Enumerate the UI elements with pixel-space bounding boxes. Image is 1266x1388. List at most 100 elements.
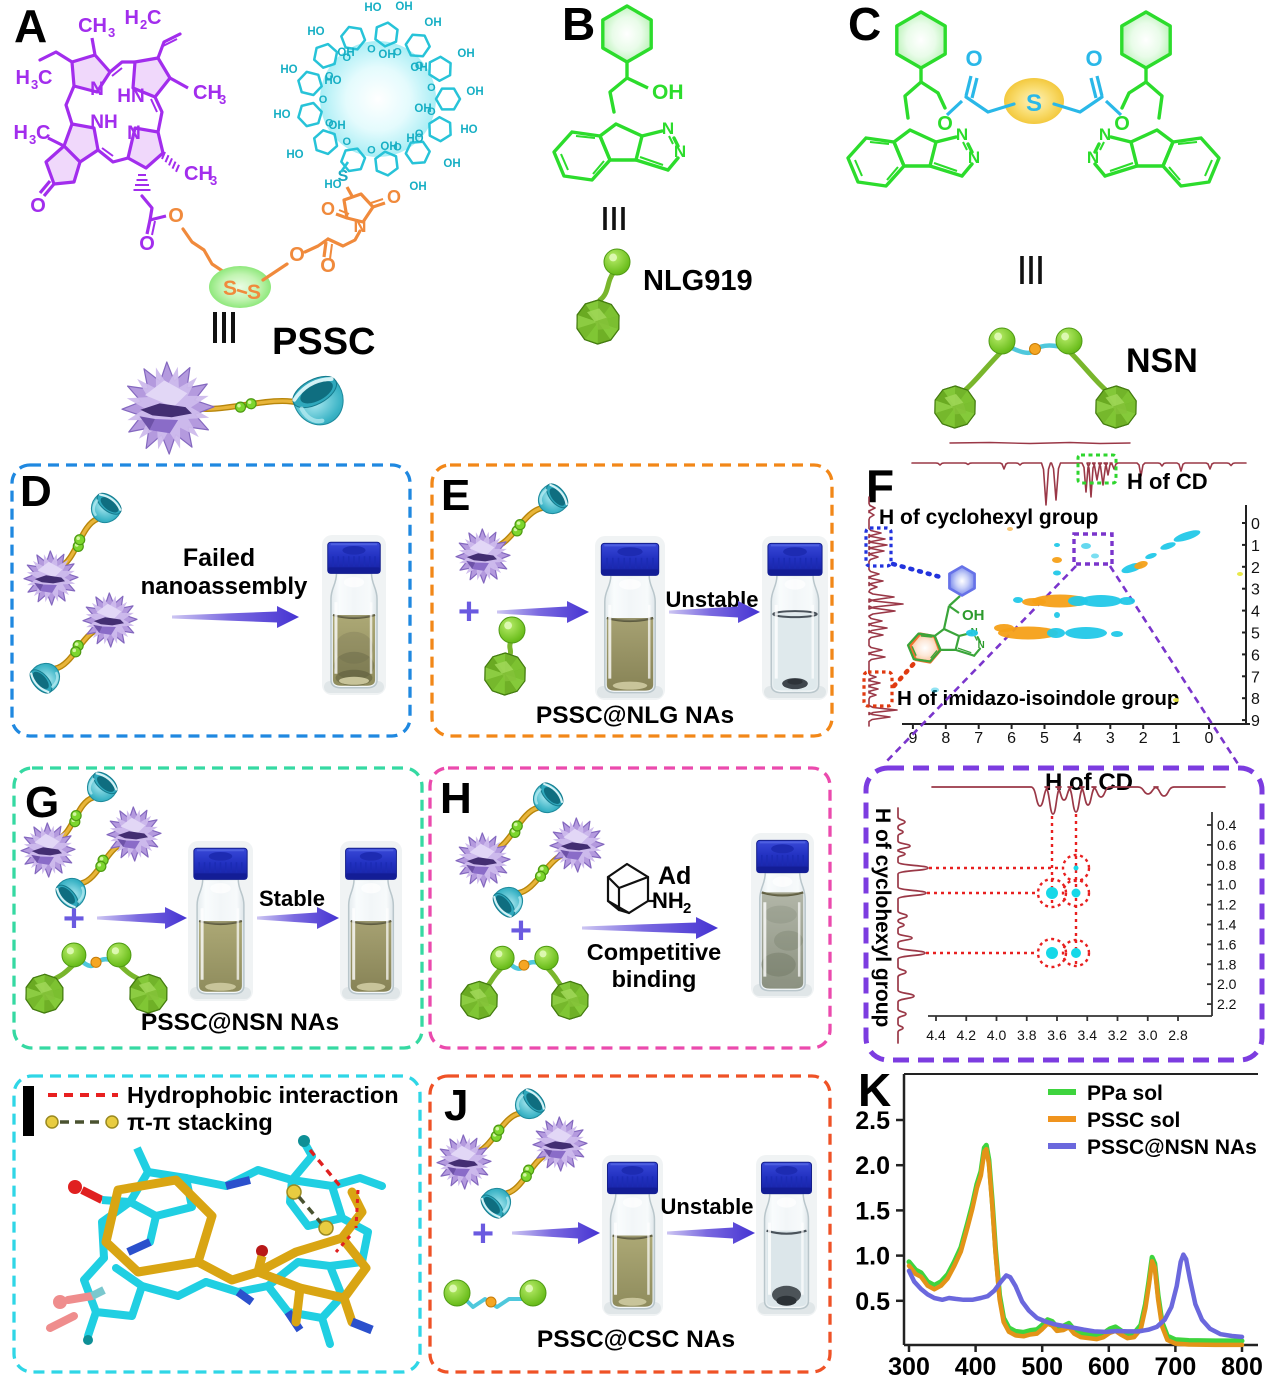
svg-text:OH: OH — [652, 81, 684, 104]
svg-text:O: O — [321, 199, 335, 219]
svg-text:2.2: 2.2 — [1217, 996, 1237, 1012]
svg-text:O: O — [415, 128, 424, 140]
svg-text:2.0: 2.0 — [1217, 976, 1237, 992]
svg-text:PSSC sol: PSSC sol — [1087, 1109, 1180, 1132]
svg-text:3: 3 — [108, 25, 115, 40]
svg-text:OH: OH — [414, 103, 431, 115]
svg-text:O: O — [320, 255, 336, 277]
svg-text:HO: HO — [307, 26, 324, 38]
svg-text:HO: HO — [273, 109, 290, 121]
svg-text:HO: HO — [460, 124, 477, 136]
svg-text:+: + — [510, 910, 532, 952]
svg-text:H: H — [14, 122, 28, 144]
svg-text:Ad: Ad — [658, 862, 691, 890]
svg-text:N: N — [1087, 148, 1099, 167]
svg-text:7: 7 — [1251, 669, 1260, 686]
svg-text:0.6: 0.6 — [1217, 837, 1237, 853]
svg-text:D: D — [20, 467, 52, 516]
svg-text:E: E — [441, 471, 470, 520]
svg-text:O: O — [965, 46, 982, 71]
svg-text:CH: CH — [184, 163, 213, 185]
svg-text:1.8: 1.8 — [1217, 956, 1237, 972]
svg-text:OH: OH — [457, 48, 474, 60]
svg-text:O: O — [325, 118, 334, 130]
svg-text:H: H — [440, 774, 472, 823]
svg-text:4: 4 — [1073, 730, 1082, 747]
svg-text:OH: OH — [409, 181, 426, 193]
svg-text:Stable: Stable — [259, 886, 325, 911]
svg-text:1.0: 1.0 — [1217, 877, 1237, 893]
svg-text:O: O — [1114, 113, 1130, 135]
svg-text:Unstable: Unstable — [661, 1194, 754, 1219]
svg-text:O: O — [393, 46, 402, 58]
svg-text:1.5: 1.5 — [855, 1197, 890, 1225]
svg-text:O: O — [325, 70, 334, 82]
svg-text:6: 6 — [1251, 647, 1260, 664]
svg-text:1: 1 — [1172, 730, 1181, 747]
svg-text:C: C — [36, 122, 50, 144]
svg-text:N: N — [978, 640, 985, 651]
svg-text:O: O — [168, 205, 184, 227]
svg-text:B: B — [562, 0, 595, 50]
svg-text:C: C — [38, 67, 52, 89]
svg-text:OH: OH — [380, 141, 397, 153]
svg-text:1.6: 1.6 — [1217, 936, 1237, 952]
svg-text:O: O — [427, 82, 436, 94]
svg-text:7: 7 — [974, 730, 983, 747]
svg-text:3: 3 — [29, 132, 36, 147]
svg-text:3.2: 3.2 — [1108, 1027, 1128, 1043]
svg-text:O: O — [937, 113, 953, 135]
svg-text:2.8: 2.8 — [1168, 1027, 1188, 1043]
svg-text:1.2: 1.2 — [1217, 897, 1237, 913]
svg-text:6: 6 — [1007, 730, 1016, 747]
svg-text:O: O — [427, 106, 436, 118]
svg-text:9: 9 — [1251, 713, 1260, 730]
svg-text:OH: OH — [328, 120, 345, 132]
svg-text:S: S — [1026, 90, 1042, 117]
svg-text:800: 800 — [1221, 1353, 1263, 1381]
svg-text:+: + — [458, 591, 480, 633]
svg-text:600: 600 — [1088, 1353, 1130, 1381]
svg-text:0.5: 0.5 — [855, 1288, 890, 1316]
svg-text:N: N — [354, 216, 367, 236]
svg-text:π-π stacking: π-π stacking — [127, 1109, 273, 1135]
svg-text:8: 8 — [1251, 691, 1260, 708]
svg-text:PPa sol: PPa sol — [1087, 1082, 1163, 1105]
svg-text:N: N — [90, 79, 104, 100]
svg-text:HO: HO — [364, 2, 381, 14]
svg-text:1: 1 — [1251, 538, 1260, 555]
svg-text:H of cyclohexyl group: H of cyclohexyl group — [879, 506, 1098, 529]
svg-text:+: + — [63, 898, 85, 940]
svg-text:4: 4 — [1251, 604, 1260, 621]
svg-text:PSSC@NSN NAs: PSSC@NSN NAs — [141, 1009, 339, 1036]
svg-text:HO: HO — [406, 133, 423, 145]
svg-text:OH: OH — [962, 607, 985, 624]
svg-text:0: 0 — [1251, 516, 1260, 533]
svg-text:N: N — [674, 142, 686, 161]
svg-text:500: 500 — [1021, 1353, 1063, 1381]
svg-text:PSSC@NLG NAs: PSSC@NLG NAs — [536, 702, 734, 729]
svg-text:C: C — [147, 7, 161, 29]
svg-text:3.8: 3.8 — [1017, 1027, 1037, 1043]
svg-text:2: 2 — [683, 900, 691, 917]
svg-text:CH: CH — [78, 15, 107, 37]
svg-text:HO: HO — [324, 179, 341, 191]
svg-text:3.4: 3.4 — [1078, 1027, 1098, 1043]
svg-text:9: 9 — [908, 730, 917, 747]
svg-text:OH: OH — [466, 86, 483, 98]
svg-text:Hydrophobic interaction: Hydrophobic interaction — [127, 1082, 399, 1108]
svg-text:O: O — [367, 43, 376, 55]
svg-text:N: N — [956, 125, 968, 144]
svg-text:3: 3 — [1106, 730, 1115, 747]
svg-text:N: N — [127, 123, 141, 144]
svg-text:A: A — [14, 0, 47, 52]
svg-text:N: N — [1099, 125, 1111, 144]
svg-text:2: 2 — [1251, 560, 1260, 577]
svg-text:H of imidazo-isoindole group: H of imidazo-isoindole group — [897, 687, 1179, 710]
svg-text:700: 700 — [1155, 1353, 1197, 1381]
svg-text:OH: OH — [410, 62, 427, 74]
svg-text:2: 2 — [140, 17, 147, 32]
svg-text:NSN: NSN — [1126, 342, 1198, 380]
svg-text:binding: binding — [612, 966, 697, 992]
svg-text:S: S — [247, 281, 261, 304]
